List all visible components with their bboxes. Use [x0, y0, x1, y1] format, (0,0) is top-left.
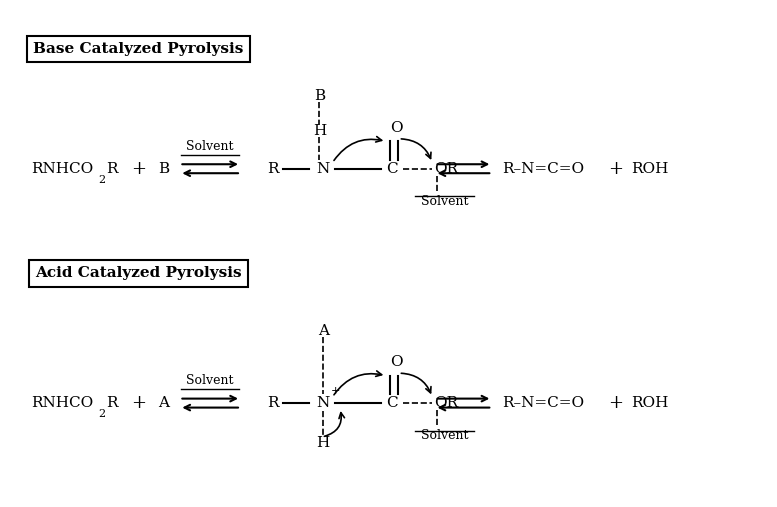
Text: Solvent: Solvent [421, 429, 469, 442]
Text: O: O [390, 121, 402, 135]
Text: A: A [159, 396, 169, 410]
Text: R: R [106, 162, 118, 176]
Text: 2: 2 [98, 409, 105, 419]
Text: ROH: ROH [632, 396, 669, 410]
Text: B: B [159, 162, 169, 176]
Text: H: H [312, 124, 326, 138]
Text: Solvent: Solvent [186, 140, 234, 153]
Text: OR: OR [434, 162, 458, 176]
Text: R–N=C=O: R–N=C=O [502, 162, 584, 176]
Text: N: N [316, 162, 329, 176]
Text: C: C [386, 162, 398, 176]
Text: B: B [314, 89, 325, 103]
Text: Base Catalyzed Pyrolysis: Base Catalyzed Pyrolysis [33, 42, 244, 56]
Text: N: N [316, 396, 329, 410]
Text: R: R [267, 162, 279, 176]
Text: ROH: ROH [632, 162, 669, 176]
Text: Acid Catalyzed Pyrolysis: Acid Catalyzed Pyrolysis [36, 267, 242, 280]
Text: C: C [386, 396, 398, 410]
Text: A: A [318, 324, 329, 338]
Text: R–N=C=O: R–N=C=O [502, 396, 584, 410]
Text: R: R [267, 396, 279, 410]
Text: +: + [331, 386, 340, 395]
Text: RNHCO: RNHCO [31, 162, 93, 176]
Text: R: R [106, 396, 118, 410]
Text: Solvent: Solvent [186, 374, 234, 387]
Text: +: + [608, 160, 623, 178]
Text: H: H [316, 436, 329, 450]
Text: RNHCO: RNHCO [31, 396, 93, 410]
Text: +: + [131, 394, 146, 412]
Text: Solvent: Solvent [421, 195, 469, 208]
Text: +: + [131, 160, 146, 178]
Text: +: + [608, 394, 623, 412]
Text: O: O [390, 355, 402, 369]
Text: OR: OR [434, 396, 458, 410]
Text: 2: 2 [98, 175, 105, 185]
